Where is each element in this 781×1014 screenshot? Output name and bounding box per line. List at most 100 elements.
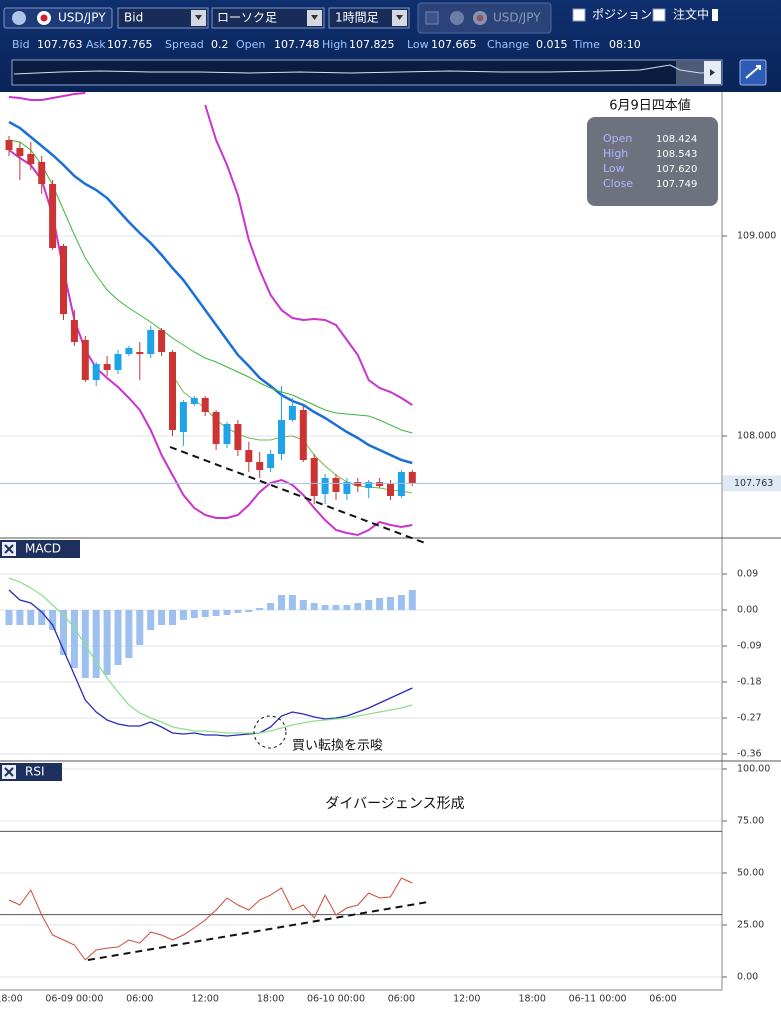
y-tick-label: 108.000 xyxy=(737,431,776,442)
y-tick-label: 100.00 xyxy=(737,764,770,775)
candle-body xyxy=(60,246,67,314)
ohlc-value: 108.543 xyxy=(656,149,697,160)
series-line xyxy=(8,877,413,961)
compare-button[interactable]: USD/JPY xyxy=(417,2,552,34)
histogram-bar xyxy=(158,610,166,625)
candle-body xyxy=(169,352,176,430)
y-tick-label: 109.000 xyxy=(737,231,776,242)
interval-select[interactable]: 1時間足 xyxy=(328,7,410,29)
trend-line xyxy=(169,446,426,544)
quote-label: Time xyxy=(572,38,600,51)
y-tick-label: 75.00 xyxy=(737,816,764,827)
candle-body xyxy=(179,402,187,432)
x-tick-label: 12:00 xyxy=(192,994,219,1005)
candle-body xyxy=(343,482,351,494)
last-price-box xyxy=(723,475,781,492)
overview-strip[interactable] xyxy=(11,59,723,86)
histogram-bar xyxy=(288,595,296,610)
symbol: USD/JPY xyxy=(58,11,106,25)
y-tick-label: 25.00 xyxy=(737,920,764,931)
candle-body xyxy=(376,482,384,486)
histogram-bar xyxy=(92,610,100,678)
price-type-select[interactable]: Bid xyxy=(117,7,209,29)
symbol-select[interactable]: USD/JPY xyxy=(3,7,113,29)
candle-body xyxy=(408,472,416,484)
histogram-bar xyxy=(5,610,13,625)
price-type: Bid xyxy=(124,11,143,25)
chart-type: ローソク足 xyxy=(217,11,277,25)
ohlc-label: Low xyxy=(603,162,625,175)
candle-body xyxy=(114,354,122,370)
y-tick-label: 50.00 xyxy=(737,868,764,879)
checkbox[interactable] xyxy=(712,9,718,21)
candle-body xyxy=(267,454,275,468)
candle-body xyxy=(365,482,373,488)
y-tick-label: -0.18 xyxy=(737,677,762,688)
candle-body xyxy=(16,148,24,156)
position-checkbox[interactable] xyxy=(572,8,586,22)
candle-body xyxy=(397,472,405,496)
candle-body xyxy=(354,482,362,486)
position-label: ポジション xyxy=(592,8,652,22)
ohlc-value: 107.749 xyxy=(656,179,697,190)
ohlc-title: 6月9日四本値 xyxy=(609,98,691,114)
histogram-bar xyxy=(321,605,329,610)
histogram-bar xyxy=(397,595,405,610)
compare-symbol: USD/JPY xyxy=(493,11,541,25)
histogram-bar xyxy=(179,610,187,620)
candle-body xyxy=(92,364,100,380)
candle-body xyxy=(234,424,242,450)
quote-value: 08:10 xyxy=(609,38,641,51)
ohlc-value: 107.620 xyxy=(656,164,697,175)
y-tick-label: -0.09 xyxy=(737,641,762,652)
quote-label: Bid xyxy=(12,38,30,51)
histogram-bar xyxy=(212,610,220,616)
y-tick-label: 0.00 xyxy=(737,972,758,983)
candle-body xyxy=(81,340,89,380)
x-tick-label: 06-09 00:00 xyxy=(45,994,103,1005)
candle-body xyxy=(125,348,133,354)
candle-body xyxy=(212,412,220,444)
x-tick-label: 06-10 00:00 xyxy=(307,994,365,1005)
histogram-bar xyxy=(190,610,198,618)
histogram-bar xyxy=(256,608,264,610)
histogram-bar xyxy=(234,610,242,613)
candle-body xyxy=(5,140,13,150)
candle-body xyxy=(27,154,35,164)
series-line xyxy=(172,374,413,494)
candle-body xyxy=(299,410,307,460)
x-tick-label: 06:00 xyxy=(649,994,676,1005)
quote-value: 107.763 xyxy=(37,38,83,51)
histogram-bar xyxy=(245,610,253,612)
series-line xyxy=(8,589,413,737)
histogram-bar xyxy=(169,610,176,625)
scroll-button[interactable] xyxy=(739,59,767,86)
candle-body xyxy=(278,420,285,454)
candle-body xyxy=(321,478,329,494)
histogram-bar xyxy=(60,610,67,655)
series-line xyxy=(8,149,413,537)
quote-value: 107.665 xyxy=(431,38,477,51)
rsi-tab: RSI xyxy=(0,763,62,781)
histogram-bar xyxy=(125,610,133,658)
candle-body xyxy=(158,330,166,352)
y-tick-label: -0.36 xyxy=(737,749,762,760)
panel-title: RSI xyxy=(25,765,45,779)
histogram-bar xyxy=(38,610,46,625)
trend-line xyxy=(87,901,429,961)
quote-value: 107.748 xyxy=(274,38,320,51)
histogram-bar xyxy=(343,605,351,610)
histogram-bar xyxy=(49,610,57,630)
annotation: 買い転換を示唆 xyxy=(292,738,383,754)
quote-value: 107.825 xyxy=(349,38,395,51)
macd-tab: MACD xyxy=(0,540,80,558)
chart-type-select[interactable]: ローソク足 xyxy=(211,7,325,29)
histogram-bar xyxy=(147,610,155,630)
orders-checkbox[interactable] xyxy=(652,8,666,22)
quote-label: Spread xyxy=(165,38,204,51)
quote-label: High xyxy=(322,38,347,51)
x-tick-label: 12:00 xyxy=(453,994,480,1005)
quote-label: Change xyxy=(487,38,529,51)
quote-label: Open xyxy=(236,38,265,51)
